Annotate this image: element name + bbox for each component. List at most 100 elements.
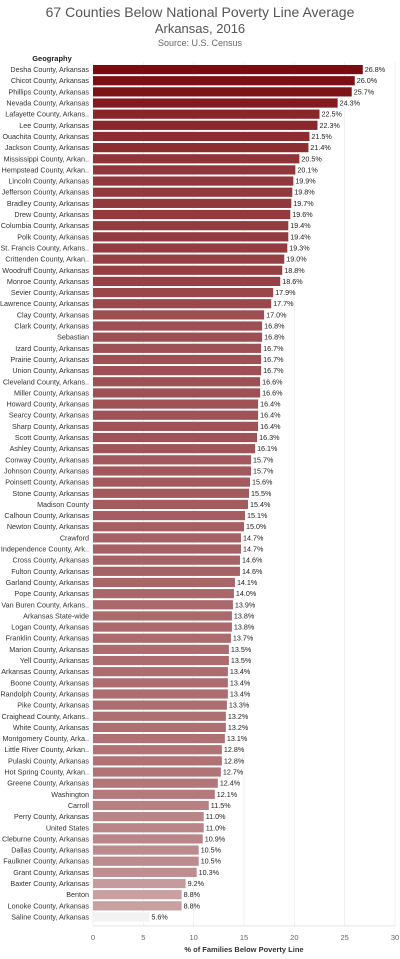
category-label: Lawrence County, Arkansas [0, 299, 89, 308]
data-label: 10.5% [201, 846, 222, 855]
bar[interactable] [93, 109, 320, 119]
bar[interactable] [93, 555, 240, 565]
bar[interactable] [93, 87, 352, 97]
bar[interactable] [93, 878, 186, 889]
bar[interactable] [93, 800, 209, 811]
bar[interactable] [93, 678, 228, 688]
category-label: Mississippi County, Arkan.. [4, 154, 89, 163]
bar[interactable] [93, 98, 338, 108]
data-label: 5.6% [151, 912, 168, 921]
bar[interactable] [93, 756, 222, 766]
data-label: 14.7% [243, 545, 264, 554]
category-label: Ashley County, Arkansas [10, 444, 90, 453]
bar[interactable] [93, 187, 293, 197]
bar[interactable] [93, 611, 232, 621]
chart-source: Source: U.S. Census [157, 38, 243, 48]
bar[interactable] [93, 856, 199, 866]
bar[interactable] [93, 733, 225, 744]
bar[interactable] [93, 566, 240, 576]
bar[interactable] [93, 198, 292, 208]
data-label: 19.9% [295, 177, 316, 186]
data-label: 19.8% [294, 188, 315, 197]
bar[interactable] [93, 321, 263, 331]
category-label: Lincoln County, Arkansas [8, 177, 89, 186]
bar[interactable] [93, 410, 259, 420]
bar[interactable] [93, 76, 355, 86]
bar[interactable] [93, 644, 229, 654]
bar[interactable] [93, 221, 289, 231]
data-label: 19.6% [292, 210, 313, 219]
category-label: Grant County, Arkansas [13, 868, 89, 877]
bar[interactable] [93, 366, 262, 376]
bar[interactable] [93, 254, 285, 264]
bar[interactable] [93, 276, 281, 287]
bar[interactable] [93, 667, 228, 677]
bar[interactable] [93, 388, 261, 398]
bar[interactable] [93, 165, 296, 175]
bar[interactable] [93, 64, 363, 75]
bar[interactable] [93, 466, 252, 476]
bar[interactable] [93, 633, 231, 643]
bar[interactable] [93, 499, 249, 510]
bar[interactable] [93, 845, 199, 855]
category-label: Saline County, Arkansas [11, 912, 89, 921]
bar[interactable] [93, 901, 182, 911]
bar[interactable] [93, 577, 235, 588]
bar[interactable] [93, 120, 318, 130]
bar[interactable] [93, 622, 232, 632]
bar[interactable] [93, 154, 300, 164]
bar[interactable] [93, 655, 229, 666]
bar[interactable] [93, 589, 234, 599]
bar[interactable] [93, 176, 294, 186]
bar[interactable] [93, 544, 241, 554]
category-label: Jackson County, Arkansas [5, 143, 90, 152]
bar[interactable] [93, 510, 246, 521]
bar[interactable] [93, 522, 244, 532]
bar[interactable] [93, 488, 250, 498]
bar[interactable] [93, 444, 256, 454]
bar[interactable] [93, 455, 252, 465]
bar[interactable] [93, 745, 222, 755]
bar[interactable] [93, 299, 272, 309]
bar[interactable] [93, 912, 150, 922]
bar[interactable] [93, 265, 283, 275]
bar[interactable] [93, 232, 289, 242]
bar[interactable] [93, 700, 227, 710]
bar[interactable] [93, 421, 259, 431]
bar[interactable] [93, 711, 226, 721]
data-label: 13.1% [227, 734, 248, 743]
bar[interactable] [93, 778, 218, 788]
category-label: Crittenden County, Arkan.. [5, 255, 89, 264]
bar[interactable] [93, 209, 291, 220]
bar[interactable] [93, 600, 233, 610]
bar[interactable] [93, 310, 265, 320]
data-label: 13.5% [231, 656, 252, 665]
bar[interactable] [93, 143, 309, 153]
bar[interactable] [93, 477, 251, 487]
bar[interactable] [93, 834, 203, 844]
bar[interactable] [93, 789, 215, 799]
bar[interactable] [93, 767, 221, 777]
category-label: Woodruff County, Arkansas [2, 266, 89, 275]
category-label: Monroe County, Arkansas [7, 277, 90, 286]
bar[interactable] [93, 689, 228, 699]
bar[interactable] [93, 812, 204, 822]
bar[interactable] [93, 332, 263, 342]
bar[interactable] [93, 722, 226, 733]
bar[interactable] [93, 343, 262, 353]
bar[interactable] [93, 287, 274, 298]
data-label: 13.7% [233, 634, 254, 643]
bar[interactable] [93, 823, 204, 833]
bar[interactable] [93, 354, 262, 365]
bar[interactable] [93, 533, 241, 543]
bar[interactable] [93, 131, 310, 142]
bar[interactable] [93, 867, 197, 877]
bar[interactable] [93, 890, 182, 900]
category-label: Hot Spring County, Arkan.. [4, 768, 89, 777]
bar[interactable] [93, 432, 258, 443]
category-label: Van Buren County, Arkans.. [1, 600, 89, 609]
bar[interactable] [93, 399, 259, 409]
bar[interactable] [93, 243, 288, 253]
category-label: Nevada County, Arkansas [6, 99, 89, 108]
bar[interactable] [93, 377, 261, 387]
